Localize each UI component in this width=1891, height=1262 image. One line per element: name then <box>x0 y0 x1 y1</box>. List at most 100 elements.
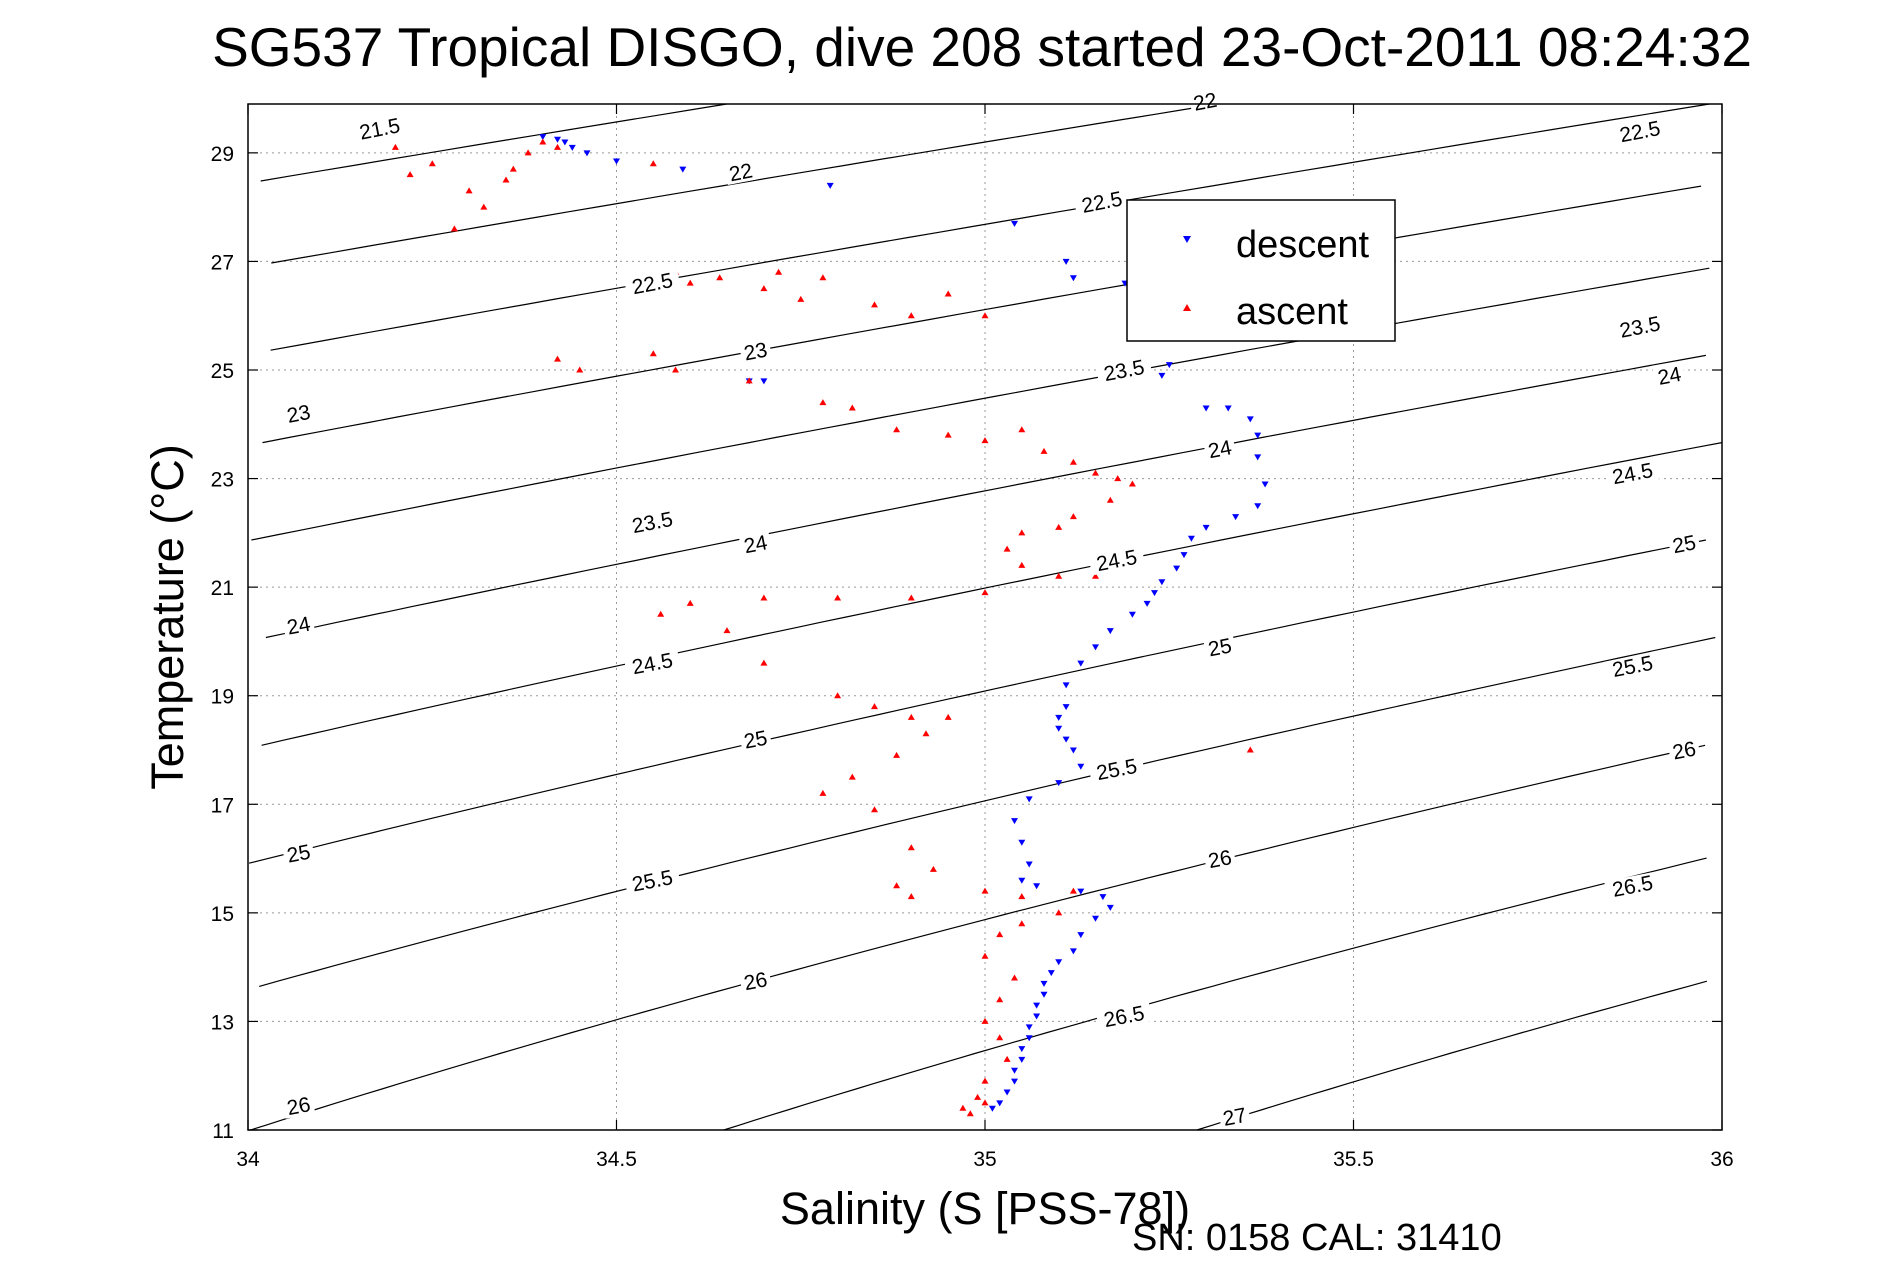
ascent-point <box>450 225 458 232</box>
descent-point <box>568 144 576 151</box>
descent-point <box>1224 405 1232 412</box>
contour-label: 22 <box>1192 89 1219 116</box>
ascent-point <box>1055 523 1063 530</box>
descent-point <box>1003 1089 1011 1096</box>
descent-point <box>1062 258 1070 265</box>
descent-point <box>1025 861 1033 868</box>
descent-point <box>583 150 591 157</box>
descent-point <box>1187 535 1195 542</box>
descent-point <box>1165 362 1173 369</box>
descent-point <box>1033 1013 1041 1020</box>
descent-point <box>996 1100 1004 1107</box>
ascent-point <box>760 285 768 292</box>
contour-label-background <box>623 648 681 679</box>
isopycnal-line <box>723 857 1707 1131</box>
ascent-point <box>819 789 827 796</box>
ascent-point <box>966 1110 974 1117</box>
contour-label-background <box>623 865 681 896</box>
descent-point <box>1033 883 1041 890</box>
descent-point <box>1047 970 1055 977</box>
ascent-point <box>907 893 915 900</box>
ascent-point <box>480 203 488 210</box>
contour-label-background <box>623 507 681 538</box>
y-tick-label: 17 <box>211 794 234 817</box>
descent-point <box>1151 590 1158 597</box>
descent-point <box>1055 780 1063 787</box>
y-tick-label: 23 <box>211 469 234 492</box>
descent-point <box>1092 644 1099 651</box>
contour-label: 25 <box>285 841 312 868</box>
descent-point <box>988 1105 996 1112</box>
descent-point <box>1018 877 1026 884</box>
descent-point <box>1077 932 1085 939</box>
x-tick-label: 36 <box>1710 1148 1733 1171</box>
ascent-point <box>1246 746 1254 753</box>
contour-label-background <box>1604 871 1662 902</box>
contour-label-background <box>724 159 758 186</box>
ascent-point <box>1055 572 1063 579</box>
y-tick-label: 11 <box>212 1120 234 1143</box>
ascent-point <box>649 160 657 167</box>
ascent-point <box>996 996 1004 1003</box>
ascent-point <box>686 599 694 606</box>
ascent-point <box>1092 572 1099 579</box>
y-tick-label: 21 <box>211 577 234 600</box>
ascent-point <box>871 703 878 710</box>
ascent-point <box>1018 893 1026 900</box>
descent-point <box>1254 503 1262 510</box>
data-points <box>391 134 1269 1117</box>
contour-label-background <box>1667 737 1701 764</box>
contour-label-background <box>1203 846 1237 872</box>
ascent-point <box>775 268 783 275</box>
isopycnal-line <box>1196 980 1708 1131</box>
descent-point <box>1011 1078 1018 1085</box>
descent-point <box>1180 552 1188 559</box>
y-tick-label: 29 <box>211 143 234 166</box>
ascent-point <box>554 143 561 150</box>
contour-label-background <box>1611 116 1669 147</box>
descent-point <box>1158 579 1166 586</box>
descent-point <box>1025 796 1033 803</box>
contour-label-background <box>1095 1001 1153 1032</box>
contour-label-background <box>1217 1104 1252 1130</box>
isopycnal-line <box>270 103 1710 351</box>
descent-point <box>1099 894 1107 901</box>
contour-label: 26 <box>1671 737 1698 764</box>
descent-point <box>1018 839 1026 846</box>
descent-point <box>1069 275 1077 282</box>
contour-label-background <box>1203 634 1237 661</box>
contour-label: 24 <box>1206 436 1234 463</box>
descent-point <box>1062 682 1070 689</box>
ascent-point <box>981 887 989 894</box>
ascent-point <box>797 295 805 302</box>
descent-point <box>1062 736 1070 743</box>
contour-label: 25 <box>1206 634 1233 661</box>
ascent-point <box>819 399 827 406</box>
ascent-point <box>996 1034 1004 1041</box>
y-tick-label: 25 <box>211 360 234 383</box>
contour-label-background <box>1188 89 1222 115</box>
descent-point <box>1092 915 1099 922</box>
contour-label: 24 <box>742 531 770 558</box>
descent-point <box>760 378 768 385</box>
ascent-point <box>1040 447 1048 454</box>
ascent-point <box>657 610 665 617</box>
ascent-point <box>848 773 856 780</box>
descent-point <box>613 158 620 165</box>
legend: descent ascent <box>1126 199 1396 342</box>
ascent-point <box>1003 545 1011 552</box>
descent-point <box>679 166 687 173</box>
ascent-point <box>1114 475 1122 482</box>
ascent-point <box>929 865 937 872</box>
isopycnal-line <box>259 636 1716 987</box>
descent-point <box>1033 1002 1041 1009</box>
ascent-point <box>907 594 915 601</box>
serial-calibration-text: SN: 0158 CAL: 31410 <box>1132 1217 1502 1259</box>
descent-point <box>1202 524 1210 531</box>
ascent-point <box>907 713 915 720</box>
density-contour-labels: 21.5222222.522.522.5232323.523.523.52424… <box>282 89 1701 1131</box>
ascent-point <box>848 404 856 411</box>
ascent-point <box>907 312 915 319</box>
contour-label: 23 <box>742 338 769 365</box>
